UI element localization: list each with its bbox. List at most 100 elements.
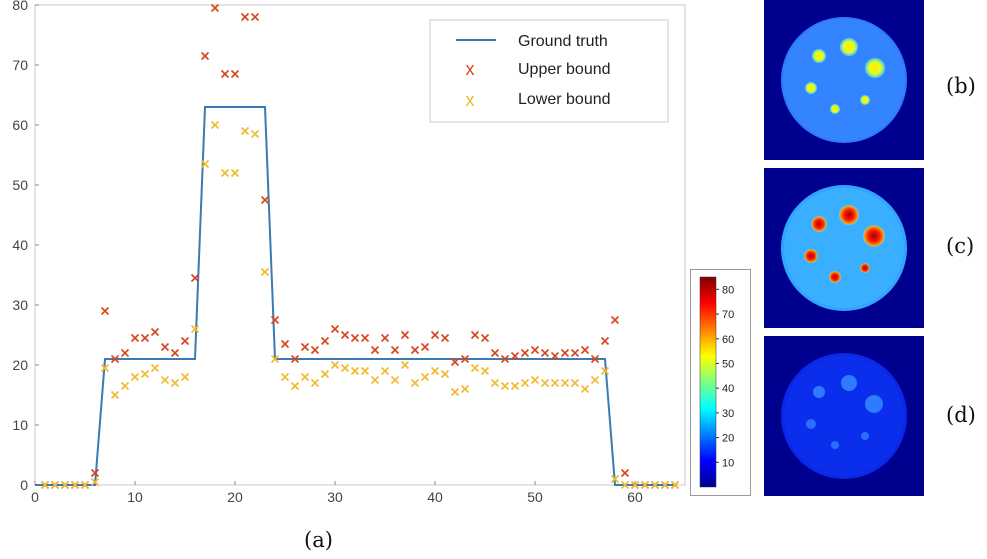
lower-bound-point <box>510 381 520 391</box>
lower-bound-point <box>130 372 140 382</box>
upper-bound-point <box>570 348 580 358</box>
colorbar-tick-label: 40 <box>722 383 734 395</box>
lower-bound-point <box>90 477 100 487</box>
lower-bound-point <box>170 378 180 388</box>
lower-bound-point <box>620 480 630 490</box>
hot-spot <box>806 419 816 429</box>
lower-bound-point <box>320 369 330 379</box>
lower-bound-point <box>290 381 300 391</box>
colorbar-tick-label: 80 <box>722 284 734 296</box>
lower-bound-point <box>230 168 240 178</box>
colorbar-tick-label: 20 <box>722 433 734 445</box>
upper-bound-point <box>310 345 320 355</box>
legend-label-ground-truth: Ground truth <box>518 33 608 50</box>
lower-bound-point <box>430 366 440 376</box>
upper-bound-point <box>270 315 280 325</box>
lower-bound-point <box>40 480 50 490</box>
hot-spot <box>861 432 869 440</box>
hot-spot <box>804 249 818 263</box>
panel-c-image <box>764 168 924 328</box>
hot-spot <box>811 216 827 232</box>
lower-bound-point <box>400 360 410 370</box>
colorbar: 10 20 30 40 50 60 70 80 <box>690 269 751 496</box>
upper-bound-point <box>530 345 540 355</box>
lower-bound-point <box>380 366 390 376</box>
y-axis-ticks: 0 10 20 30 40 50 60 70 80 <box>12 0 39 493</box>
upper-bound-point <box>520 348 530 358</box>
upper-bound-point <box>590 354 600 364</box>
x-tick-label: 0 <box>31 489 39 505</box>
lower-bound-point <box>490 378 500 388</box>
colorbar-tick-label: 50 <box>722 358 734 370</box>
x-tick-label: 20 <box>227 489 243 505</box>
hot-spot <box>812 49 826 63</box>
hot-spot <box>830 104 840 114</box>
upper-bound-point <box>200 51 210 61</box>
lower-bound-point <box>100 363 110 373</box>
lower-bound-point <box>270 354 280 364</box>
hot-spot <box>829 271 841 283</box>
x-tick-label: 50 <box>527 489 543 505</box>
upper-bound-point <box>110 354 120 364</box>
upper-bound-point <box>580 345 590 355</box>
y-tick-label: 70 <box>12 57 28 73</box>
lower-bound-point <box>160 375 170 385</box>
panel-d-image <box>764 336 924 496</box>
upper-bound-point <box>550 351 560 361</box>
upper-bound-point <box>220 69 230 79</box>
x-tick-label: 10 <box>127 489 143 505</box>
legend-swatch-lower-bound: x <box>466 90 475 110</box>
upper-bound-point <box>470 330 480 340</box>
colorbar-gradient <box>699 276 717 488</box>
lower-bound-point <box>480 366 490 376</box>
legend-box <box>429 19 669 123</box>
lower-bound-markers <box>40 120 680 490</box>
lower-bound-point <box>250 129 260 139</box>
upper-bound-point <box>100 306 110 316</box>
lower-bound-point <box>210 120 220 130</box>
hot-spot <box>805 82 817 94</box>
lower-bound-point <box>410 378 420 388</box>
upper-bound-point <box>330 324 340 334</box>
upper-bound-point <box>300 342 310 352</box>
x-tick-label: 30 <box>327 489 343 505</box>
lower-bound-point <box>670 480 680 490</box>
lower-bound-point <box>260 267 270 277</box>
upper-bound-point <box>150 327 160 337</box>
lower-bound-point <box>180 372 190 382</box>
y-tick-label: 30 <box>12 297 28 313</box>
lower-bound-point <box>640 480 650 490</box>
lower-bound-point <box>240 126 250 136</box>
lower-bound-point <box>120 381 130 391</box>
hot-spot <box>860 263 870 273</box>
lower-bound-point <box>150 363 160 373</box>
lower-bound-point <box>200 159 210 169</box>
lower-bound-point <box>50 480 60 490</box>
upper-bound-point <box>500 354 510 364</box>
upper-bound-point <box>450 357 460 367</box>
colorbar-tick-label: 60 <box>722 334 734 346</box>
hot-spot <box>831 441 839 449</box>
upper-bound-point <box>420 342 430 352</box>
lower-bound-point <box>390 375 400 385</box>
y-tick-label: 80 <box>12 0 28 13</box>
upper-bound-point <box>430 330 440 340</box>
lower-bound-point <box>70 480 80 490</box>
upper-bound-point <box>400 330 410 340</box>
upper-bound-point <box>440 333 450 343</box>
upper-bound-point <box>170 348 180 358</box>
upper-bound-point <box>380 333 390 343</box>
upper-bound-point <box>360 333 370 343</box>
upper-bound-point <box>390 345 400 355</box>
upper-bound-point <box>610 315 620 325</box>
lower-bound-point <box>280 372 290 382</box>
upper-bound-point <box>490 348 500 358</box>
upper-bound-point <box>620 468 630 478</box>
ground-truth-line <box>35 106 675 486</box>
upper-bound-point <box>560 348 570 358</box>
colorbar-ticks: 10 20 30 40 50 60 70 80 <box>716 284 734 469</box>
upper-bound-point <box>190 273 200 283</box>
lower-bound-point <box>220 168 230 178</box>
upper-bound-point <box>140 333 150 343</box>
legend-label-lower-bound: Lower bound <box>518 91 611 108</box>
